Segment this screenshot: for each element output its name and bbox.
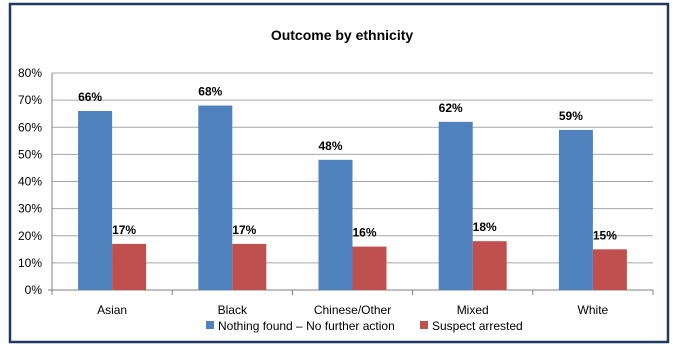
data-label: 17% xyxy=(112,223,136,237)
bar xyxy=(198,105,233,290)
y-tick-label: 50% xyxy=(18,147,42,161)
y-tick-label: 0% xyxy=(25,283,43,297)
gridlines xyxy=(52,72,653,264)
chart-title: Outcome by ethnicity xyxy=(271,27,414,43)
bar xyxy=(352,246,387,290)
legend: Nothing found – No further action Suspect… xyxy=(206,319,523,333)
legend-swatch xyxy=(420,321,428,329)
y-tick-label: 20% xyxy=(18,229,42,243)
data-label: 66% xyxy=(78,90,102,104)
x-tick-label: White xyxy=(578,303,609,317)
bar xyxy=(318,159,353,290)
bar xyxy=(232,243,267,290)
data-label: 17% xyxy=(232,223,256,237)
data-label: 59% xyxy=(559,109,583,123)
y-tick-label: 70% xyxy=(18,93,42,107)
data-label: 62% xyxy=(439,101,463,115)
bars xyxy=(78,105,627,290)
bar xyxy=(558,129,593,290)
bar xyxy=(78,110,113,290)
data-label: 48% xyxy=(318,139,342,153)
bar xyxy=(592,249,627,290)
data-label: 18% xyxy=(473,220,497,234)
data-label: 16% xyxy=(352,226,376,240)
bar xyxy=(472,241,507,290)
legend-swatch xyxy=(206,321,214,329)
x-tick-label: Mixed xyxy=(457,303,489,317)
y-tick-label: 80% xyxy=(18,66,42,80)
y-tick-label: 30% xyxy=(18,202,42,216)
legend-label: Nothing found – No further action xyxy=(218,319,395,333)
y-tick-label: 10% xyxy=(18,256,42,270)
bar xyxy=(112,243,147,290)
data-label: 15% xyxy=(593,228,617,242)
y-tick-label: 60% xyxy=(18,120,42,134)
x-tick-label: Black xyxy=(218,303,248,317)
x-tick-label: Asian xyxy=(97,303,127,317)
bar xyxy=(438,121,473,290)
data-labels: 66% 17% 68% 17% 48% 16% 62% 18% 59% 15% xyxy=(78,85,617,243)
x-tick-label: Chinese/Other xyxy=(314,303,391,317)
data-label: 68% xyxy=(198,85,222,99)
legend-label: Suspect arrested xyxy=(432,319,523,333)
y-tick-label: 40% xyxy=(18,175,42,189)
